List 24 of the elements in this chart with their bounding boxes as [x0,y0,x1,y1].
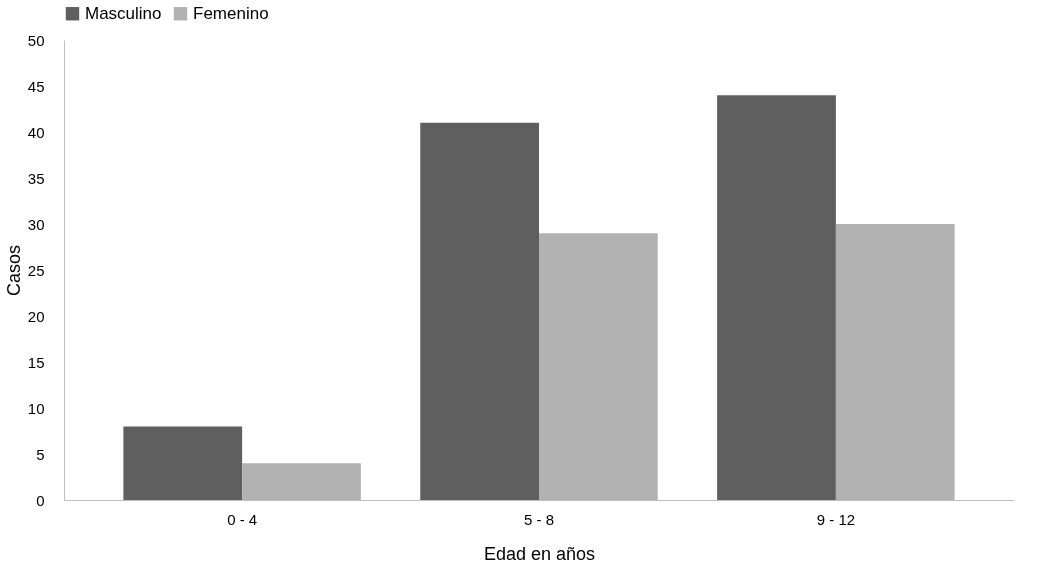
x-tick-label: 0 - 4 [227,510,258,528]
y-tick-label: 30 [27,215,45,233]
y-tick-label: 15 [27,353,45,371]
x-tick-label: 5 - 8 [523,510,555,528]
y-tick-label: 20 [27,307,45,325]
y-tick-label: 25 [27,261,45,279]
y-tick-label: 10 [27,399,45,417]
legend-label: Masculino [85,3,162,23]
bar [420,122,539,500]
bar [123,426,243,500]
y-tick-label: 5 [36,445,45,463]
x-axis-title: Edad en años [483,543,596,564]
y-tick-label: 50 [27,31,45,49]
bar [242,463,361,500]
y-axis-title: Casos [3,244,24,297]
x-tick-label: 9 - 12 [816,510,856,528]
y-tick-label: 40 [27,123,45,141]
y-tick-label: 35 [27,169,45,187]
bar [717,95,836,500]
bar [835,224,955,500]
legend-label: Femenino [193,3,269,23]
y-tick-label: 45 [27,77,45,95]
bar [539,233,658,500]
y-tick-label: 0 [36,491,45,509]
